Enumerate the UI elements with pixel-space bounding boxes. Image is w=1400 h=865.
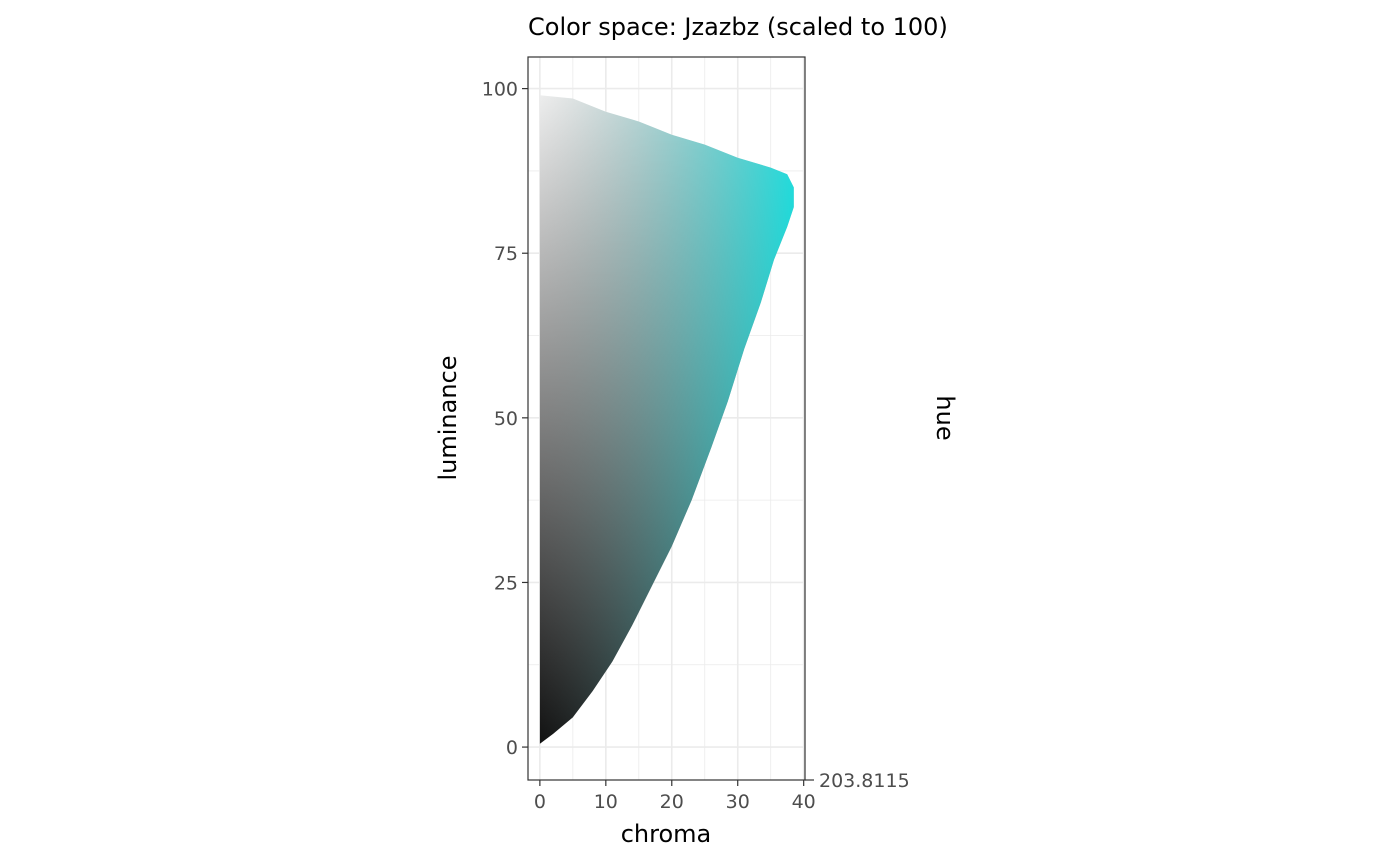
y-tick-label: 100: [482, 79, 518, 101]
y-tick-label: 25: [494, 572, 518, 594]
y-tick-label: 0: [506, 737, 518, 759]
x-tick-label: 0: [534, 791, 546, 813]
y-axis: 0 25 50 75 100: [482, 79, 528, 759]
x-axis-title: chroma: [621, 820, 712, 848]
x-axis: 0 10 20 30 40: [534, 780, 816, 813]
right-axis-title: hue: [931, 395, 959, 440]
x-tick-label: 10: [594, 791, 618, 813]
y-axis-title: luminance: [434, 355, 462, 480]
plot-title: Color space: Jzazbz (scaled to 100): [528, 13, 948, 41]
y-tick-label: 75: [494, 243, 518, 265]
plot-panel-border: [527, 56, 806, 781]
hue-tick: 203.8115: [805, 770, 910, 792]
hue-tick-label: 203.8115: [819, 770, 910, 792]
y-tick-label: 50: [494, 408, 518, 430]
x-tick-label: 30: [726, 791, 750, 813]
x-tick-label: 40: [792, 791, 816, 813]
x-tick-label: 20: [660, 791, 684, 813]
